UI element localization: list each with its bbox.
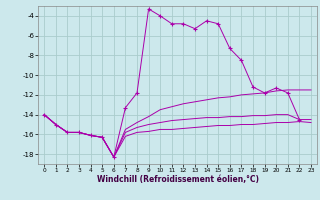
X-axis label: Windchill (Refroidissement éolien,°C): Windchill (Refroidissement éolien,°C) xyxy=(97,175,259,184)
